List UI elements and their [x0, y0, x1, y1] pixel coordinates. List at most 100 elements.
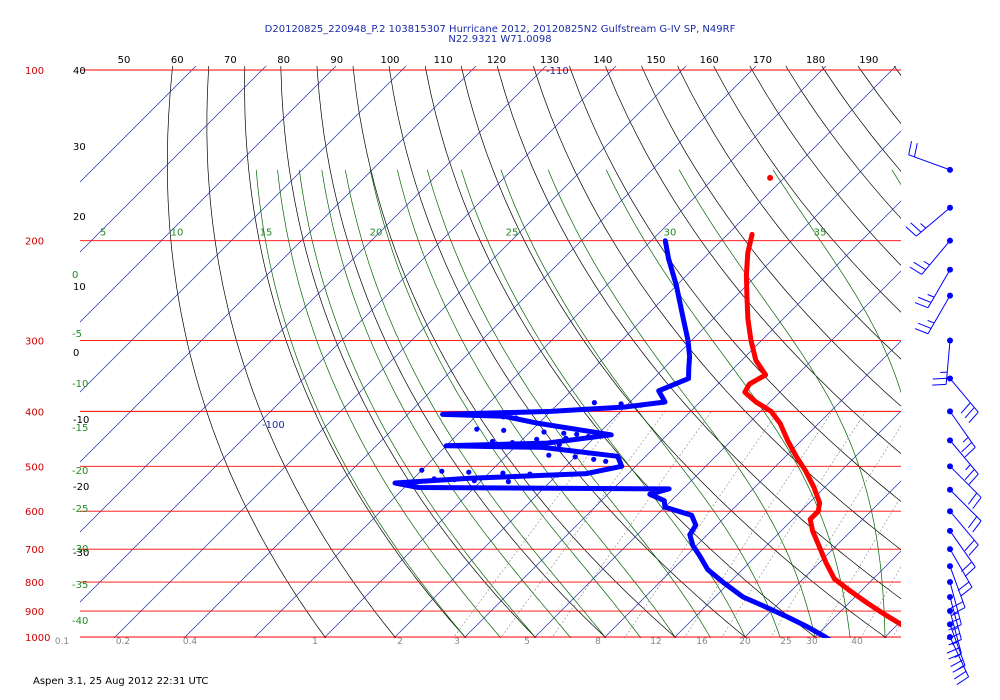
wind-barb [909, 237, 953, 275]
mixing-ratio-label: 8 [595, 637, 601, 647]
moist-adiabat-line [255, 169, 467, 638]
mixing-ratio-label: 0.4 [183, 637, 198, 647]
dewpoint-dot [474, 426, 480, 432]
moist-adiabat-line [500, 169, 781, 638]
dewpoint-dot [556, 442, 562, 448]
moist-adiabat-line [772, 169, 901, 394]
moist-adiabat-line [605, 169, 851, 638]
dry-adiabat-line [496, 66, 901, 600]
isotherm-line [323, 66, 897, 638]
wind-barb [947, 375, 979, 423]
moist-adiabat-line [987, 170, 1000, 652]
wind-barb [932, 337, 953, 386]
wind-barb-flag [932, 377, 947, 380]
dry-adiabat-line [976, 0, 1000, 651]
dry-adiabat-line [882, 0, 1000, 651]
pressure-label: 200 [25, 237, 44, 248]
dry-adiabat-line [677, 66, 901, 360]
wind-barb-flag [909, 266, 922, 275]
dewpoint-dot [513, 415, 519, 421]
wind-barb-shaft [949, 411, 976, 448]
wind-barb-flag [960, 586, 973, 597]
mixing-ratio-label: 16 [696, 637, 708, 647]
wind-barb-flag [967, 516, 978, 529]
dewpoint-dot [618, 401, 624, 407]
wind-barb-flag [961, 561, 973, 572]
dewpoint-dot [500, 414, 506, 420]
wind-barb-flag [917, 322, 932, 329]
top-scale-label: 80 [277, 55, 290, 66]
wind-barb-half-flag [962, 436, 969, 443]
mixing-ratio-line [892, 621, 901, 638]
isotherm-line [80, 66, 267, 253]
wind-barb-flag [914, 302, 929, 309]
isotherm-line [80, 66, 407, 393]
wind-barb-flag [964, 407, 975, 419]
pressure-label: 800 [25, 578, 44, 589]
wind-barb-shaft [949, 581, 962, 625]
moist-adiabat-left-label: -20 [72, 466, 88, 477]
dry-adiabat-line [388, 66, 747, 638]
wind-barbs [905, 140, 982, 685]
wind-barb-shaft [949, 489, 982, 522]
dry-adiabat-label: 10 [73, 282, 86, 293]
dry-adiabat-line [460, 66, 887, 638]
dewpoint-dot [451, 477, 457, 483]
top-scale-label: 170 [753, 55, 772, 66]
dry-adiabat-label: 20 [73, 212, 86, 223]
wind-barb-flag [972, 497, 982, 509]
wind-barb-flag [917, 296, 932, 303]
pressure-label: 300 [25, 337, 44, 348]
isotherm-line [80, 66, 337, 323]
moist-adiabat-left-label: -5 [72, 329, 82, 340]
mixing-ratio-label: 12 [650, 637, 661, 647]
wind-barb-flag [968, 473, 979, 485]
dry-adiabat-line [569, 66, 901, 502]
isotherm-line [533, 270, 901, 638]
wind-barb-flag [956, 676, 969, 685]
wind-barb-shaft [945, 340, 951, 385]
wind-barb-flag [964, 447, 976, 458]
moist-adiabat-label: 15 [260, 228, 273, 239]
wind-barb-shaft [927, 295, 951, 334]
top-scale-label: 120 [487, 55, 506, 66]
dewpoint-dot [603, 458, 609, 464]
wind-barb-shaft [949, 624, 966, 666]
mixing-ratio-label: 20 [739, 637, 751, 647]
isotherm-line [183, 66, 757, 638]
moist-adiabat-line [891, 169, 901, 186]
wind-barb-half-flag [923, 260, 930, 266]
wind-barb-shaft [908, 154, 951, 171]
dewpoint-dot [471, 478, 477, 484]
wind-barb-flag [913, 143, 918, 158]
dry-adiabat-line [280, 66, 537, 638]
wind-barb-flag [972, 520, 982, 533]
moist-adiabat-left-label: -15 [72, 423, 88, 434]
wind-barb-shaft [949, 548, 973, 588]
mixing-ratio-label: 5 [524, 637, 530, 647]
wind-barb-flag [948, 624, 962, 631]
dry-adiabat-label: 30 [73, 142, 86, 153]
dewpoint-dot [591, 400, 598, 406]
moist-adiabat-label: 10 [171, 228, 184, 239]
dry-adiabat-line [641, 66, 901, 407]
wind-barb-flag [905, 226, 917, 237]
dry-adiabat-line [244, 66, 467, 638]
mixing-ratio-line [817, 496, 901, 638]
wind-barb [946, 608, 962, 660]
moist-adiabat-line [426, 169, 711, 638]
dewpoint-dot [536, 441, 543, 447]
dewpoint-dot [534, 436, 540, 442]
dewpoint-line [392, 238, 832, 638]
wind-barb-half-flag [920, 223, 927, 229]
isotherm-label: -110 [546, 66, 569, 77]
dry-adiabat-line [424, 66, 817, 638]
mixing-ratio-line [993, 411, 1000, 649]
wind-barb-flag [968, 544, 979, 556]
dewpoint-dot [509, 440, 515, 446]
wind-barb-flag [964, 469, 975, 481]
dry-adiabat-line [821, 66, 901, 172]
isotherm-line [463, 200, 901, 638]
temperature-line [742, 231, 901, 628]
